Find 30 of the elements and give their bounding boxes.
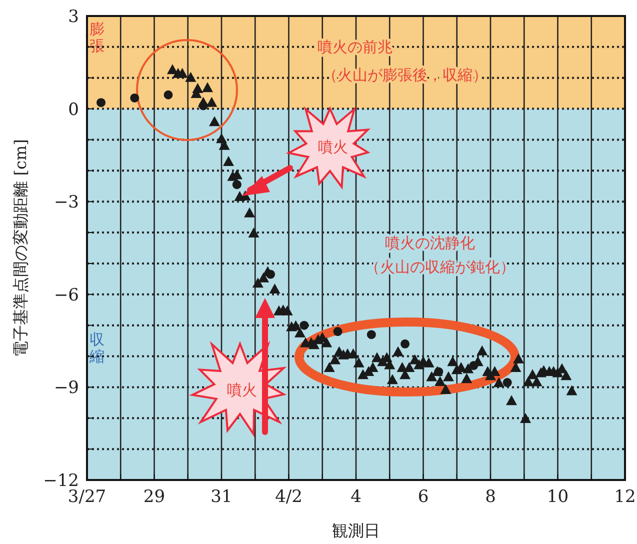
x-tick-label: 12 [614,487,636,507]
point [232,180,242,190]
point [366,330,376,340]
y-tick-label: 0 [68,100,79,120]
point [333,327,342,336]
point [400,339,410,348]
point [469,361,478,370]
x-tick-label: 8 [485,487,496,507]
point [266,270,276,279]
point [198,101,208,110]
x-tick-label: 31 [210,487,232,507]
x-tick-label: 29 [143,487,166,507]
point [300,320,309,330]
y-tick-label: 3 [68,7,79,27]
y-tick-label: −3 [54,192,79,213]
point [130,93,140,102]
x-tick-label: 6 [418,487,429,507]
y-axis-title: 電子基準点間の変動距離 [cm] [11,139,30,357]
x-tick-label: 4 [350,487,362,507]
point [164,90,173,100]
y-tick-label: −6 [54,285,79,306]
annotation: 噴火 [227,381,257,399]
x-tick-label: 4/2 [275,487,302,507]
annotation: 噴火 [318,138,348,156]
point [96,98,106,108]
x-axis-title: 観測日 [332,521,380,540]
point [502,378,512,388]
x-tick-label: 10 [546,487,569,507]
y-tick-label: −9 [54,378,79,398]
point [434,367,444,376]
